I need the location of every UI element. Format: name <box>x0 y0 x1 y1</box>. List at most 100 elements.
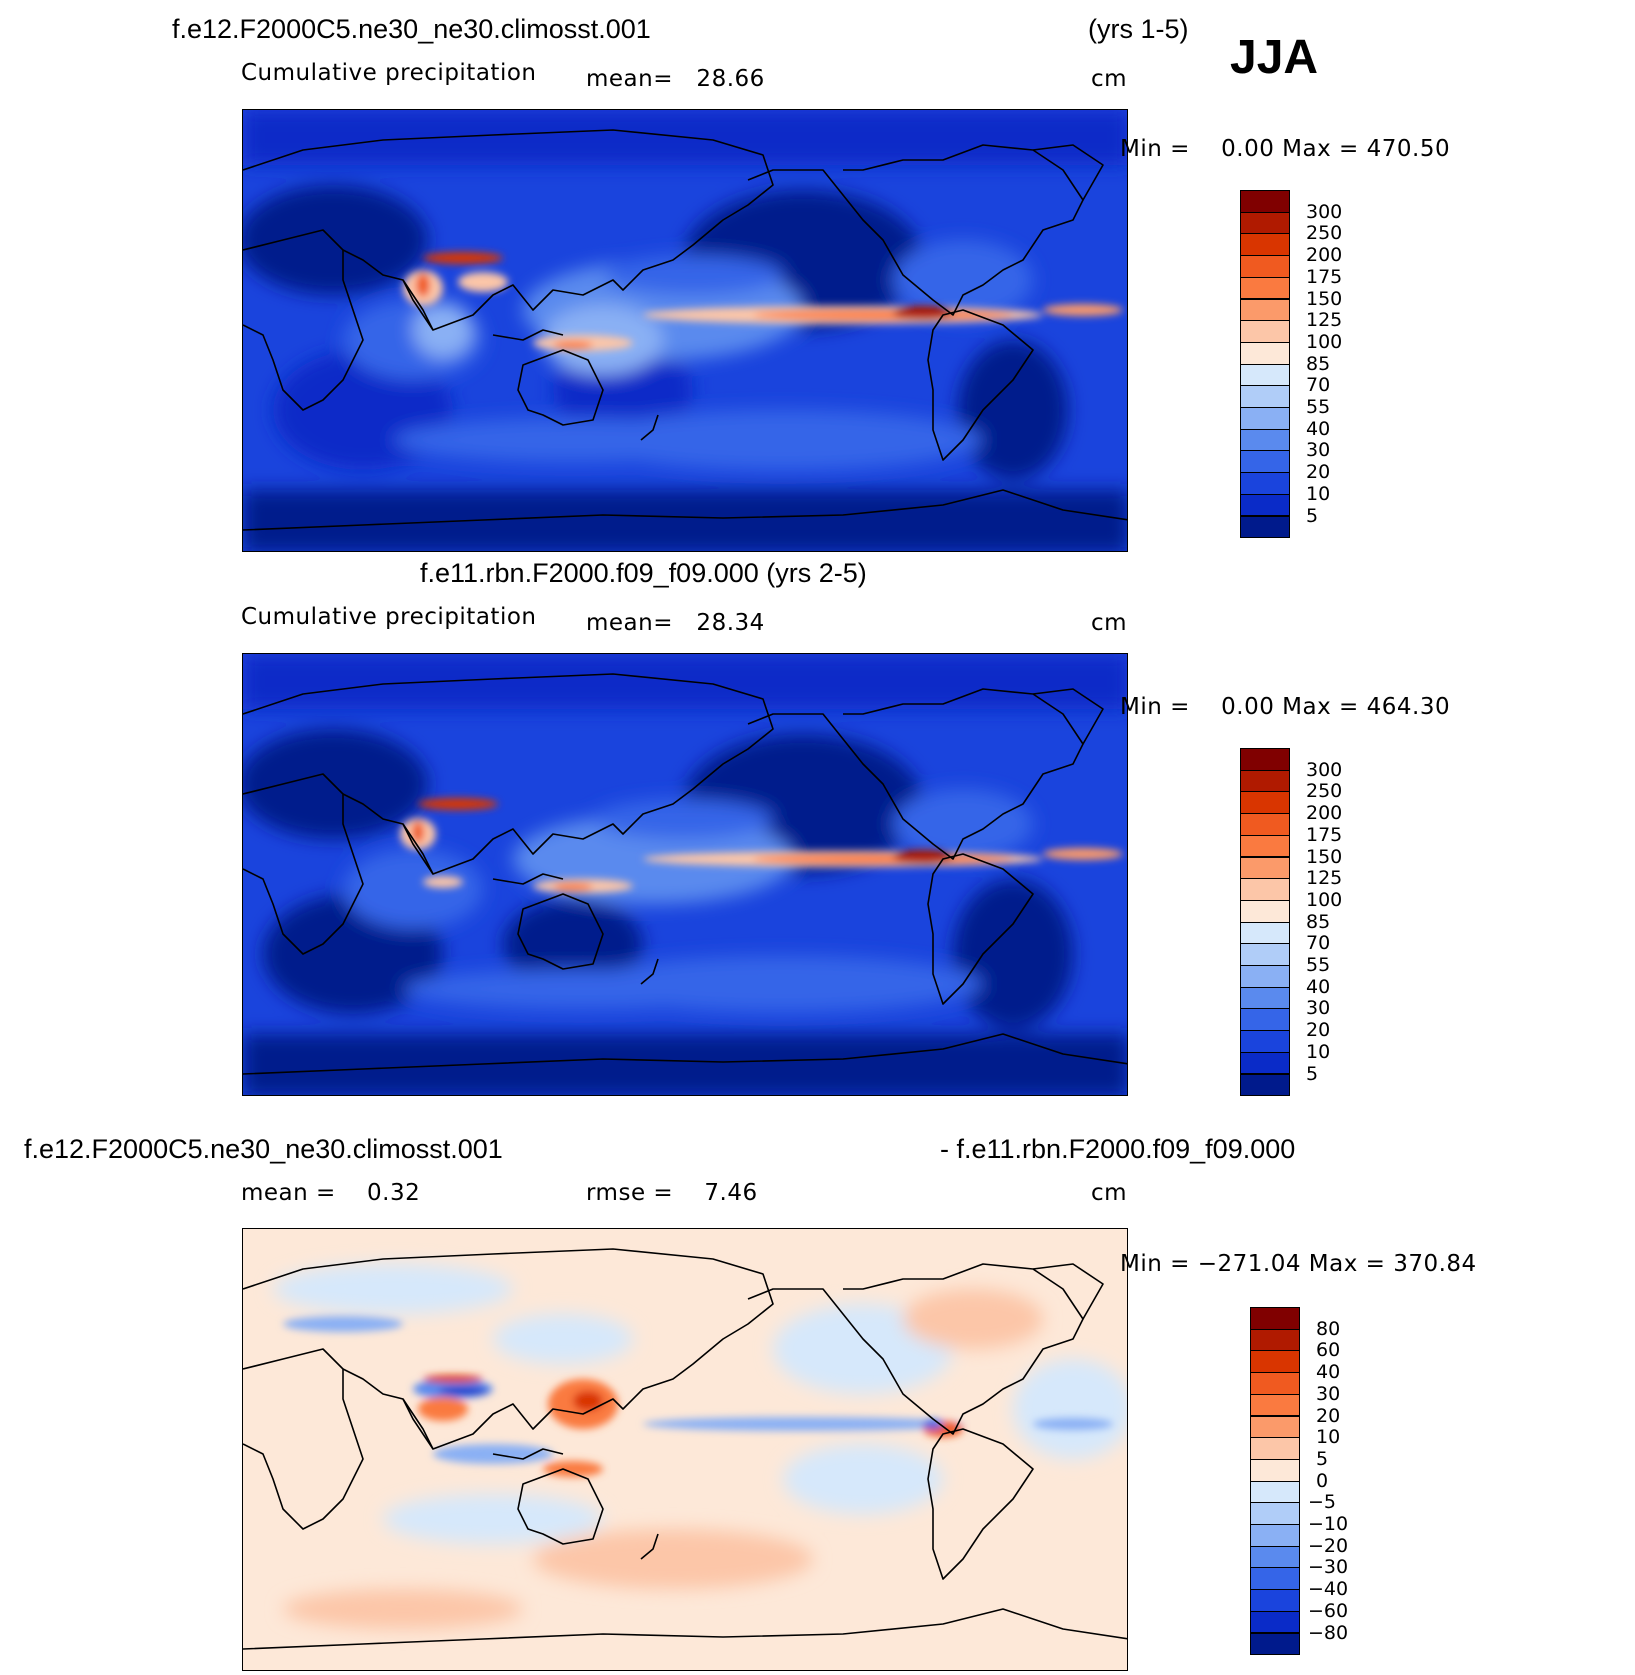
panel2-subtitle: Cumulative precipitation <box>241 604 537 630</box>
colorbar-label: 20 <box>1306 461 1331 484</box>
coast-india <box>402 279 434 331</box>
colorbar-swatch <box>1240 493 1290 517</box>
colorbar-swatch <box>1240 921 1290 945</box>
colorbar-label: 125 <box>1306 867 1343 890</box>
colorbar-label: 85 <box>1306 352 1331 375</box>
panel2-colorbar: 300 250 200 175 150 125 100 85 70 55 40 30 20 10 5 <box>1240 748 1360 1097</box>
colorbar-label: 80 <box>1316 1317 1341 1340</box>
coast-australia <box>517 893 604 970</box>
coast-africa <box>243 229 364 411</box>
panel3-rmse: rmse = 7.46 <box>586 1180 758 1206</box>
coast-eurasia <box>243 1248 774 1450</box>
colorbar-swatch <box>1250 1567 1300 1591</box>
coast-north-america <box>747 1263 1084 1435</box>
coast-north-america <box>747 144 1084 316</box>
colorbar-swatch <box>1250 1350 1300 1374</box>
panel2-map-svg <box>243 654 1127 1095</box>
colorbar-swatch <box>1240 986 1290 1010</box>
panel3-colorbar: 80 60 40 30 20 10 5 0 −5 −10 −20 −30 −40 −60 −80 <box>1250 1307 1370 1656</box>
panel1-map <box>242 109 1128 552</box>
colorbar-swatch <box>1240 515 1290 539</box>
colorbar-label: 200 <box>1306 244 1343 267</box>
colorbar-label: 20 <box>1306 1019 1331 1042</box>
colorbar-label: 250 <box>1306 780 1343 803</box>
panel2-title: f.e11.rbn.F2000.f09_f09.000 (yrs 2-5) <box>420 558 867 588</box>
colorbar-swatch <box>1240 769 1290 793</box>
colorbar-label: 100 <box>1306 330 1343 353</box>
colorbar-label: −40 <box>1308 1578 1349 1601</box>
panel1-subtitle: Cumulative precipitation <box>241 60 537 86</box>
colorbar-swatch <box>1250 1524 1300 1547</box>
colorbar-label: 30 <box>1316 1382 1341 1405</box>
colorbar-swatch <box>1240 965 1290 988</box>
colorbar-swatch <box>1240 1051 1290 1075</box>
colorbar-swatch <box>1240 856 1290 880</box>
coast-antarctica <box>243 1608 1127 1650</box>
panel1-map-svg <box>243 110 1127 551</box>
colorbar-swatch <box>1250 1502 1300 1525</box>
colorbar-label: 175 <box>1306 265 1343 288</box>
colorbar-label: 100 <box>1306 888 1343 911</box>
colorbar-label: 150 <box>1306 287 1343 310</box>
colorbar-label: 10 <box>1316 1426 1341 1449</box>
colorbar-label: 20 <box>1316 1404 1341 1427</box>
colorbar-swatch <box>1240 407 1290 430</box>
panel1-title-right: (yrs 1-5) <box>1088 14 1189 44</box>
colorbar-label: 300 <box>1306 758 1343 781</box>
coast-south-america <box>927 309 1034 461</box>
coast-eurasia <box>243 129 774 331</box>
colorbar-swatch <box>1240 190 1290 213</box>
colorbar-swatch <box>1240 943 1290 966</box>
panel2-units: cm <box>1091 610 1128 636</box>
coast-australia <box>517 349 604 426</box>
panel3-title-right: - f.e11.rbn.F2000.f09_f09.000 <box>940 1134 1296 1164</box>
colorbar-label: 30 <box>1306 439 1331 462</box>
colorbar-label: 30 <box>1306 997 1331 1020</box>
coast-north-america <box>747 688 1084 860</box>
colorbar-swatch <box>1240 298 1290 322</box>
coast-greenland <box>1032 1263 1104 1320</box>
colorbar-swatch <box>1250 1458 1300 1482</box>
colorbar-swatch <box>1240 899 1290 923</box>
coast-india <box>402 823 434 875</box>
coast-india <box>402 1398 434 1450</box>
coast-antarctica <box>243 489 1127 531</box>
colorbar-label: 40 <box>1306 417 1331 440</box>
colorbar-label: 10 <box>1306 482 1331 505</box>
colorbar-label: 55 <box>1306 396 1331 418</box>
panel3-minmax: Min = −271.04 Max = 370.84 <box>1120 1251 1477 1277</box>
panel2-minmax: Min = 0.00 Max = 464.30 <box>1120 694 1451 720</box>
colorbar-label: −20 <box>1308 1534 1349 1557</box>
panel2-map <box>242 653 1128 1096</box>
colorbar-label: 0 <box>1316 1469 1329 1492</box>
colorbar-swatch <box>1240 255 1290 278</box>
colorbar-swatch <box>1240 233 1290 257</box>
panel1-mean: mean= 28.66 <box>586 66 765 92</box>
colorbar-swatch <box>1250 1589 1300 1612</box>
coast-eurasia <box>243 673 774 875</box>
coast-africa <box>243 773 364 955</box>
colorbar-swatch <box>1240 428 1290 452</box>
colorbar-swatch <box>1240 1030 1290 1053</box>
colorbar-label: −5 <box>1308 1491 1337 1514</box>
colorbar-label: 85 <box>1306 910 1331 933</box>
colorbar-label: 300 <box>1306 200 1343 223</box>
colorbar-label: −10 <box>1308 1513 1349 1535</box>
colorbar-swatch <box>1250 1610 1300 1634</box>
panel3-map <box>242 1228 1128 1671</box>
coast-indonesia <box>492 329 564 341</box>
colorbar-swatch <box>1250 1393 1300 1417</box>
coast-south-america <box>927 853 1034 1005</box>
colorbar-label: 200 <box>1306 802 1343 825</box>
coast-new-zealand <box>640 958 659 985</box>
colorbar-label: −80 <box>1308 1621 1349 1644</box>
colorbar-swatch <box>1240 1008 1290 1032</box>
coast-greenland <box>1032 688 1104 745</box>
panel1-units: cm <box>1091 66 1128 92</box>
colorbar-swatch <box>1250 1480 1300 1504</box>
colorbar-label: 125 <box>1306 309 1343 332</box>
colorbar-swatch <box>1240 385 1290 408</box>
colorbar-label: 70 <box>1306 374 1331 397</box>
coast-new-zealand <box>640 414 659 441</box>
colorbar-label: −60 <box>1308 1599 1349 1622</box>
